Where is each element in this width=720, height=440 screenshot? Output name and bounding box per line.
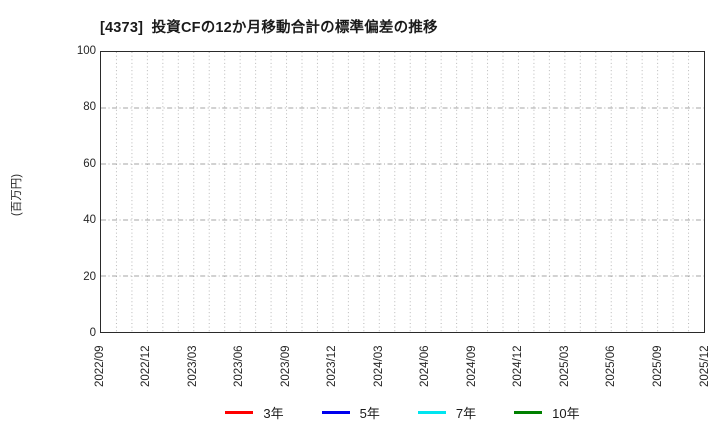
x-tick-label: 2025/12 bbox=[698, 345, 711, 387]
x-tick-label: 2024/03 bbox=[372, 345, 385, 387]
legend-item: 3年 bbox=[225, 403, 284, 422]
legend-item: 5年 bbox=[321, 403, 380, 422]
x-tick-label: 2022/12 bbox=[140, 345, 153, 387]
legend-line-swatch bbox=[225, 411, 254, 414]
y-tick-label: 20 bbox=[83, 270, 96, 283]
gridlines bbox=[101, 52, 704, 332]
legend: 3年 5年 7年 10年 bbox=[100, 400, 705, 425]
legend-label: 5年 bbox=[359, 406, 380, 421]
y-tick-label: 60 bbox=[83, 157, 96, 170]
legend-item: 10年 bbox=[514, 403, 580, 422]
y-tick-label: 100 bbox=[76, 45, 96, 57]
legend-item: 7年 bbox=[417, 403, 477, 422]
legend-line-swatch bbox=[514, 411, 543, 414]
legend-label: 3年 bbox=[263, 406, 284, 421]
x-tick-label: 2025/03 bbox=[558, 345, 571, 387]
legend-label: 10年 bbox=[552, 406, 580, 421]
x-tick-label: 2023/12 bbox=[326, 345, 339, 387]
chart-title: [4373] 投資CFの12か月移動合計の標準偏差の推移 bbox=[100, 20, 438, 36]
x-tick-label: 2024/12 bbox=[512, 345, 525, 387]
x-tick-label: 2023/06 bbox=[233, 345, 246, 387]
y-tick-label: 0 bbox=[89, 327, 96, 339]
legend-line-swatch bbox=[321, 411, 350, 414]
x-tick-label: 2023/03 bbox=[186, 345, 199, 387]
x-tick-label: 2025/06 bbox=[605, 345, 618, 387]
x-tick-label: 2024/06 bbox=[419, 345, 432, 387]
x-tick-label: 2024/09 bbox=[465, 345, 478, 387]
plot-area bbox=[100, 51, 705, 333]
y-tick-label: 80 bbox=[83, 101, 96, 114]
x-tick-label: 2023/09 bbox=[279, 345, 292, 387]
x-tick-label: 2025/09 bbox=[651, 345, 664, 387]
legend-line-swatch bbox=[417, 411, 446, 414]
legend-label: 7年 bbox=[455, 406, 477, 421]
y-axis-label: (百万円) bbox=[11, 173, 23, 217]
y-tick-label: 40 bbox=[83, 214, 96, 227]
x-tick-label: 2022/09 bbox=[93, 345, 106, 387]
